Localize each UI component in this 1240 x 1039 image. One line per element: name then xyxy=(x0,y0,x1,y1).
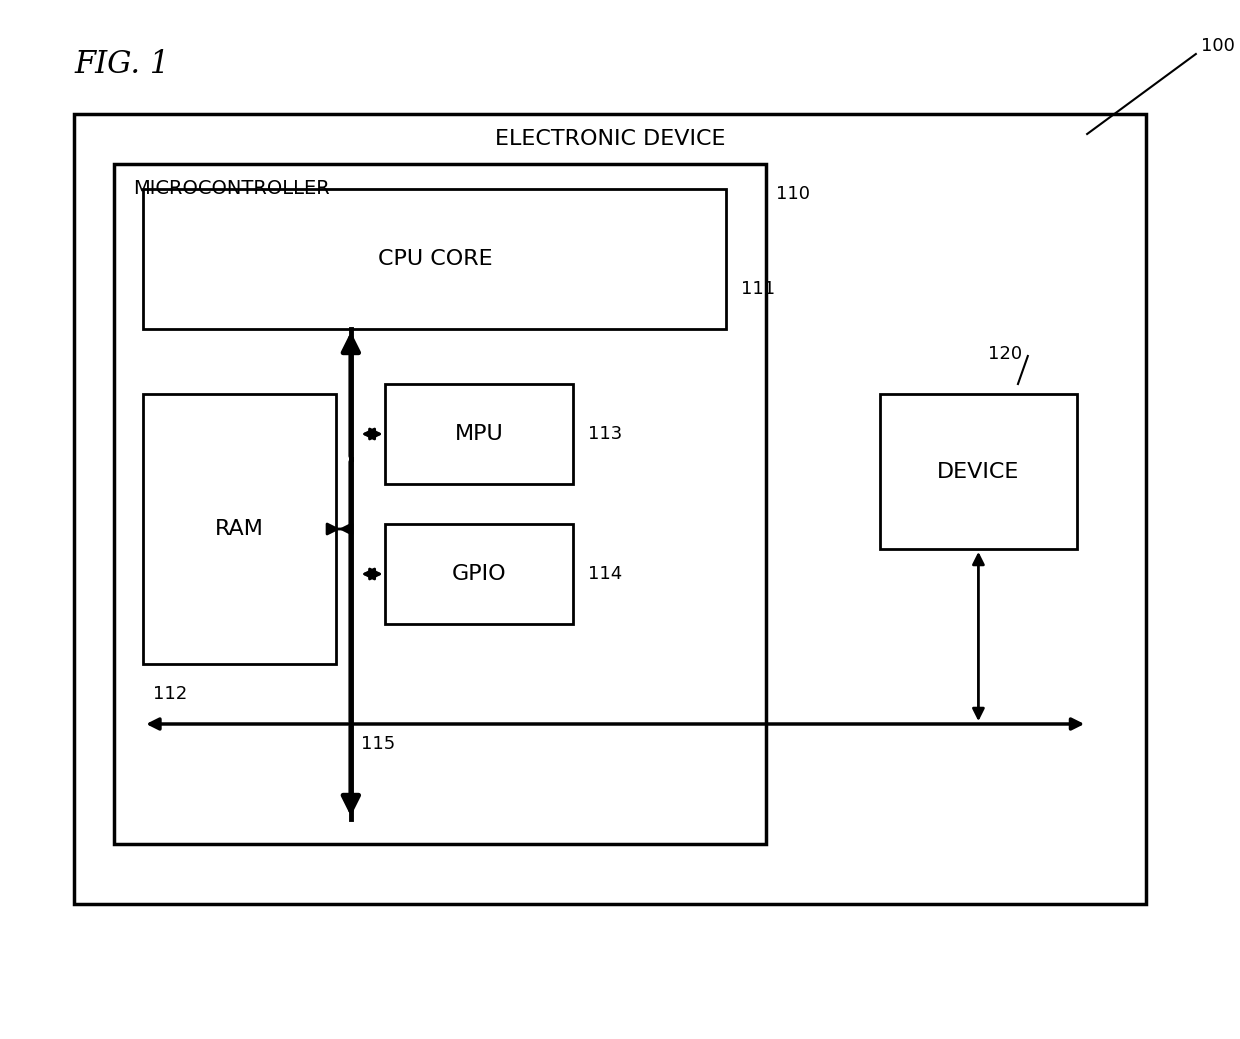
Text: FIG. 1: FIG. 1 xyxy=(74,49,170,80)
Text: 110: 110 xyxy=(776,185,810,203)
Bar xyxy=(74,114,1147,904)
Text: GPIO: GPIO xyxy=(453,564,507,584)
Text: DEVICE: DEVICE xyxy=(937,461,1019,481)
Bar xyxy=(386,524,573,624)
Text: 111: 111 xyxy=(742,279,775,298)
Text: MICROCONTROLLER: MICROCONTROLLER xyxy=(134,179,330,198)
Text: 113: 113 xyxy=(588,425,622,443)
Text: 120: 120 xyxy=(988,345,1023,363)
Text: RAM: RAM xyxy=(216,520,264,539)
Bar xyxy=(114,164,766,844)
Text: 100: 100 xyxy=(1200,37,1235,55)
Text: ELECTRONIC DEVICE: ELECTRONIC DEVICE xyxy=(495,129,725,149)
Bar xyxy=(386,384,573,484)
Text: CPU CORE: CPU CORE xyxy=(377,249,492,269)
Text: 114: 114 xyxy=(588,565,622,583)
Bar xyxy=(144,189,727,329)
Bar xyxy=(144,394,336,664)
Text: MPU: MPU xyxy=(455,424,503,444)
Bar xyxy=(879,394,1078,549)
Text: 115: 115 xyxy=(361,735,396,753)
Text: 112: 112 xyxy=(154,685,187,703)
